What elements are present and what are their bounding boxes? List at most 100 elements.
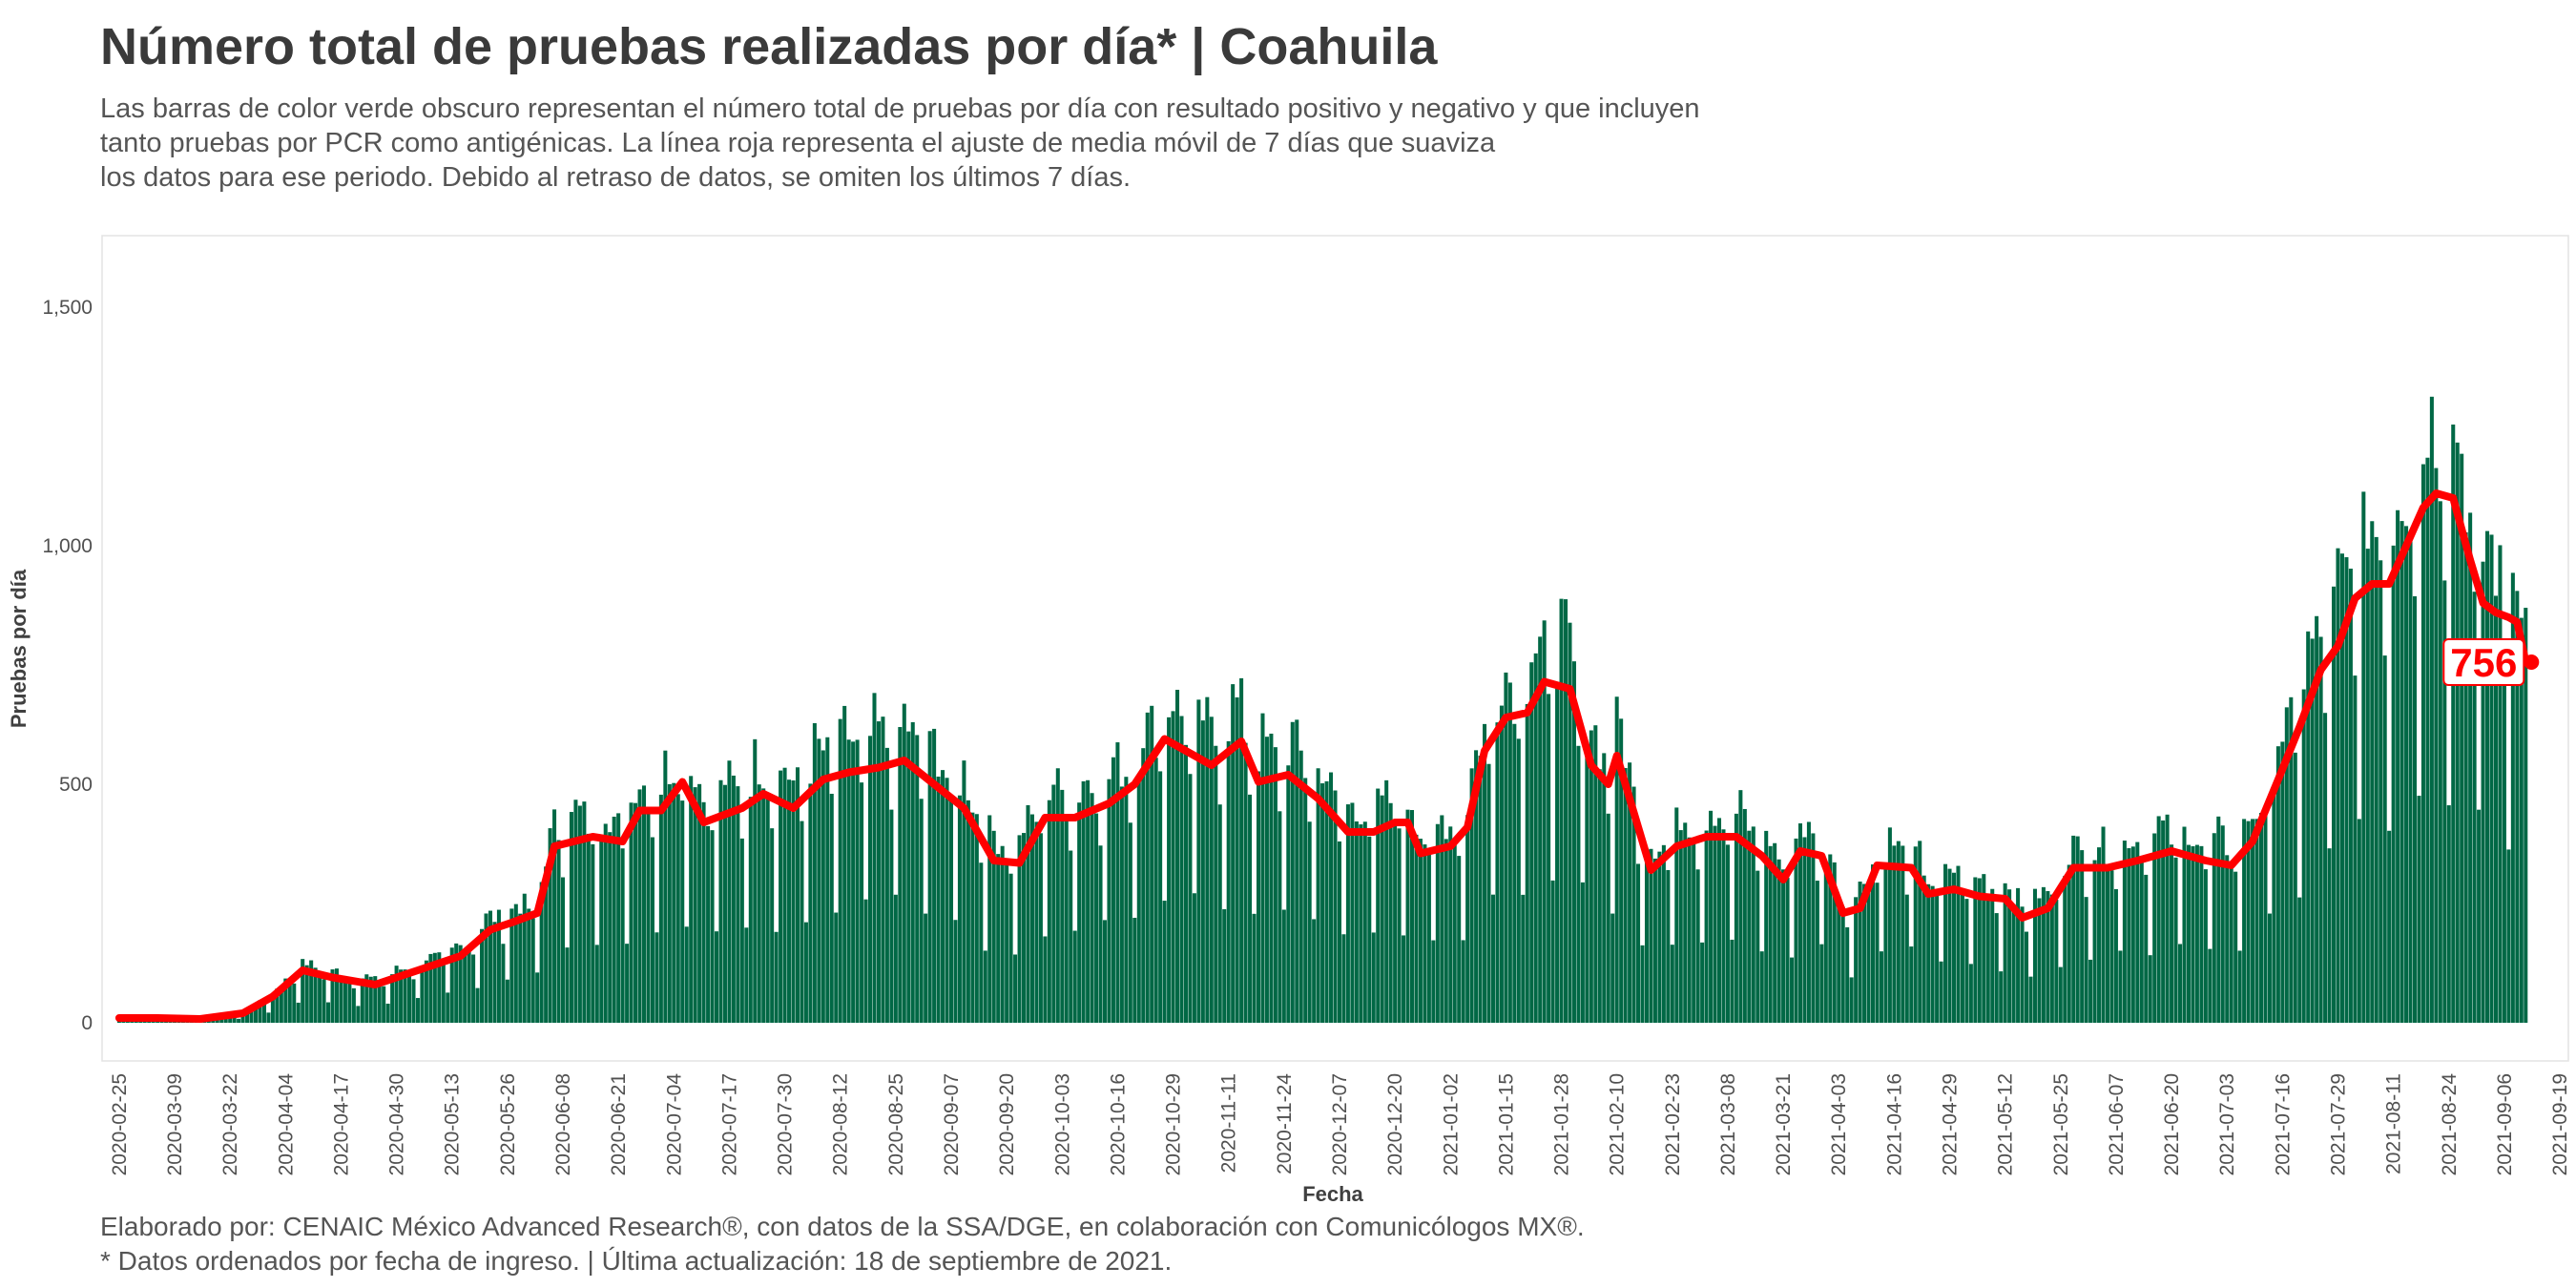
bar	[812, 723, 817, 1023]
bar	[2178, 944, 2183, 1023]
bar	[1102, 920, 1108, 1023]
x-tick-label: 2020-09-20	[996, 1073, 1018, 1175]
bar	[2408, 531, 2413, 1023]
bar	[1136, 774, 1141, 1023]
bar	[1589, 730, 1593, 1023]
bar	[1956, 865, 1961, 1023]
bar	[1512, 723, 1517, 1023]
bar	[2425, 457, 2430, 1024]
x-axis-title: Fecha	[1302, 1182, 1363, 1206]
bar	[2463, 531, 2468, 1023]
subtitle-line: los datos para ese periodo. Debido al re…	[100, 162, 1132, 193]
bar	[1077, 802, 1082, 1023]
bar	[1725, 844, 1730, 1023]
bar	[1819, 944, 1824, 1023]
bar	[2318, 636, 2323, 1023]
bar	[2370, 521, 2375, 1023]
bar	[1409, 810, 1415, 1023]
bar	[1840, 906, 1845, 1023]
bar	[1913, 846, 1918, 1023]
bar	[1883, 863, 1888, 1023]
bar	[1781, 869, 1786, 1023]
bar	[2113, 888, 2118, 1023]
bar	[1341, 934, 1346, 1023]
bar	[318, 973, 322, 1023]
bar	[1640, 945, 1645, 1023]
bar	[757, 784, 761, 1023]
bar	[779, 770, 783, 1023]
bar	[838, 718, 842, 1023]
bar	[1990, 888, 1995, 1023]
bar	[1179, 716, 1184, 1023]
bar	[1555, 682, 1560, 1023]
bar	[2182, 826, 2187, 1023]
bar	[1072, 930, 1077, 1023]
bar	[658, 794, 663, 1023]
bar	[2472, 592, 2477, 1023]
bar	[403, 969, 407, 1023]
bar	[2280, 741, 2285, 1023]
bar	[2348, 569, 2353, 1023]
bar	[1214, 745, 1218, 1023]
bar	[646, 813, 651, 1023]
bar	[245, 1008, 250, 1023]
x-tick-label: 2021-06-20	[2161, 1073, 2183, 1175]
bar	[1132, 917, 1137, 1023]
bar	[556, 840, 561, 1023]
bar	[2251, 819, 2255, 1023]
bar	[1490, 894, 1495, 1023]
bar	[987, 815, 992, 1023]
x-tick-label: 2020-09-07	[941, 1073, 963, 1175]
bar	[399, 969, 404, 1023]
bar	[1128, 822, 1132, 1023]
bar	[1158, 771, 1163, 1023]
bar	[1631, 786, 1636, 1023]
x-tick-label: 2021-03-08	[1717, 1073, 1739, 1175]
bar	[1192, 893, 1196, 1023]
bar	[594, 945, 599, 1023]
bar	[2229, 863, 2233, 1023]
bar	[249, 1007, 254, 1023]
bar	[803, 922, 808, 1023]
bar	[2420, 464, 2425, 1023]
bar	[1474, 750, 1479, 1023]
x-tick-label: 2021-08-11	[2383, 1073, 2405, 1174]
bar	[2336, 548, 2340, 1023]
bar	[1661, 844, 1666, 1023]
bar	[893, 894, 898, 1023]
x-tick-label: 2020-04-17	[330, 1073, 352, 1175]
bar	[675, 794, 680, 1023]
bar	[2170, 844, 2174, 1023]
bar	[283, 978, 288, 1023]
bar	[1879, 951, 1883, 1023]
bar	[432, 952, 437, 1023]
bar	[2344, 557, 2349, 1023]
bar	[1815, 881, 1819, 1023]
bar	[373, 976, 378, 1023]
bar	[1935, 896, 1940, 1023]
x-tick-label: 2020-12-07	[1329, 1073, 1351, 1175]
bar	[492, 922, 497, 1023]
bar	[2130, 846, 2135, 1023]
bar	[415, 998, 420, 1023]
bar	[496, 909, 501, 1023]
bar	[1290, 721, 1295, 1023]
bar	[2237, 950, 2242, 1023]
bar	[927, 731, 932, 1023]
bar	[505, 979, 509, 1023]
bar	[1431, 940, 1436, 1023]
bar	[1742, 808, 1747, 1023]
bar	[2067, 864, 2071, 1023]
bar	[2254, 819, 2259, 1023]
bar	[1047, 800, 1051, 1023]
bar	[2016, 887, 2021, 1023]
bar	[1153, 758, 1158, 1023]
x-tick-label: 2021-02-23	[1662, 1073, 1684, 1175]
bar	[2041, 886, 2046, 1023]
bar	[1593, 725, 1598, 1023]
caption-line: * Datos ordenados por fecha de ingreso. …	[100, 1246, 1173, 1276]
x-tick-label: 2020-06-21	[608, 1073, 630, 1175]
x-tick-label: 2021-01-15	[1495, 1073, 1517, 1175]
bar	[304, 965, 309, 1023]
